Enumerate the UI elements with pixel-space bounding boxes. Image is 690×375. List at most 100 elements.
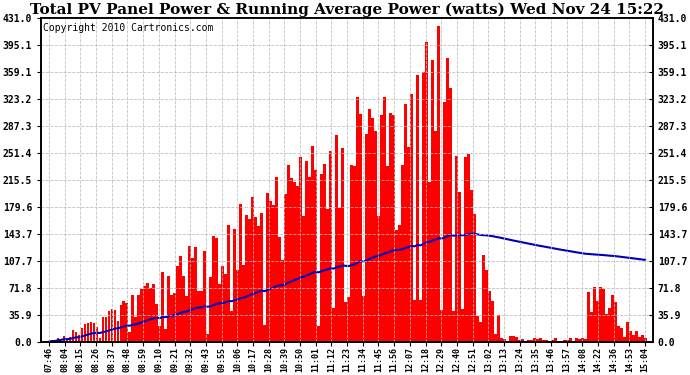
Bar <box>248 219 251 342</box>
Bar <box>213 236 215 342</box>
Bar <box>275 177 278 342</box>
Bar <box>293 182 296 342</box>
Bar <box>566 340 569 342</box>
Bar <box>422 72 425 342</box>
Bar <box>350 165 353 342</box>
Bar <box>296 186 299 342</box>
Bar <box>353 166 356 342</box>
Bar <box>68 338 71 342</box>
Bar <box>620 327 622 342</box>
Bar <box>266 193 269 342</box>
Bar <box>251 197 254 342</box>
Bar <box>101 317 104 342</box>
Bar <box>230 311 233 342</box>
Bar <box>533 338 535 342</box>
Bar <box>617 326 620 342</box>
Bar <box>144 286 146 342</box>
Bar <box>282 260 284 342</box>
Bar <box>527 340 530 342</box>
Bar <box>110 309 113 342</box>
Bar <box>632 335 635 342</box>
Bar <box>419 300 422 342</box>
Bar <box>179 256 182 342</box>
Bar <box>365 134 368 342</box>
Bar <box>476 316 479 342</box>
Bar <box>515 337 518 342</box>
Bar <box>473 214 476 342</box>
Bar <box>380 116 383 342</box>
Bar <box>377 216 380 342</box>
Bar <box>494 334 497 342</box>
Bar <box>644 338 647 342</box>
Bar <box>530 340 533 342</box>
Bar <box>611 295 613 342</box>
Bar <box>374 130 377 342</box>
Bar <box>614 302 617 342</box>
Bar <box>305 160 308 342</box>
Bar <box>204 251 206 342</box>
Bar <box>66 339 68 342</box>
Bar <box>314 170 317 342</box>
Bar <box>57 338 59 342</box>
Bar <box>506 341 509 342</box>
Bar <box>323 164 326 342</box>
Bar <box>126 303 128 342</box>
Bar <box>452 310 455 342</box>
Bar <box>509 336 512 342</box>
Bar <box>227 225 230 342</box>
Bar <box>521 339 524 342</box>
Bar <box>257 226 260 342</box>
Bar <box>437 26 440 342</box>
Bar <box>99 338 101 342</box>
Bar <box>141 289 144 342</box>
Bar <box>233 229 236 342</box>
Bar <box>123 301 126 342</box>
Bar <box>461 309 464 342</box>
Bar <box>575 338 578 342</box>
Bar <box>593 287 595 342</box>
Bar <box>446 57 449 342</box>
Bar <box>90 322 92 342</box>
Bar <box>386 166 389 342</box>
Bar <box>404 104 407 342</box>
Bar <box>326 209 329 342</box>
Bar <box>197 291 200 342</box>
Bar <box>407 147 410 342</box>
Bar <box>485 270 488 342</box>
Bar <box>563 340 566 342</box>
Bar <box>188 246 191 342</box>
Bar <box>191 258 194 342</box>
Bar <box>119 305 122 342</box>
Bar <box>75 332 77 342</box>
Bar <box>431 60 434 342</box>
Bar <box>92 323 95 342</box>
Bar <box>132 295 135 342</box>
Bar <box>413 300 416 342</box>
Bar <box>239 204 242 342</box>
Bar <box>398 225 401 342</box>
Bar <box>135 316 137 342</box>
Bar <box>638 337 640 342</box>
Bar <box>641 335 644 342</box>
Bar <box>586 292 590 342</box>
Bar <box>359 114 362 342</box>
Bar <box>428 182 431 342</box>
Bar <box>137 295 140 342</box>
Bar <box>155 304 158 342</box>
Bar <box>209 278 213 342</box>
Bar <box>173 293 176 342</box>
Bar <box>557 341 560 342</box>
Bar <box>434 131 437 342</box>
Bar <box>242 265 245 342</box>
Bar <box>554 338 557 342</box>
Bar <box>604 314 608 342</box>
Bar <box>168 276 170 342</box>
Bar <box>344 302 347 342</box>
Bar <box>623 337 626 342</box>
Bar <box>311 146 314 342</box>
Bar <box>255 217 257 342</box>
Bar <box>602 290 604 342</box>
Bar <box>152 284 155 342</box>
Bar <box>54 341 57 342</box>
Bar <box>260 213 263 342</box>
